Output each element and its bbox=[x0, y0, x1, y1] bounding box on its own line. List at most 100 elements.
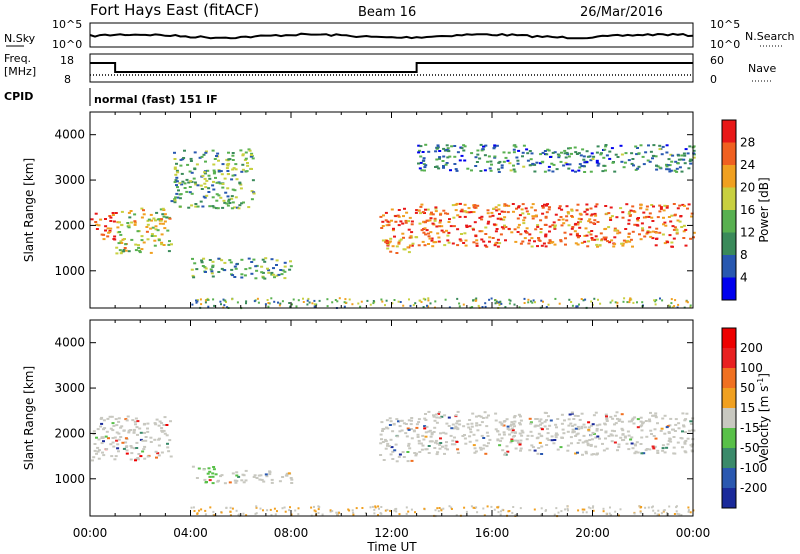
cell-power-2-46 bbox=[205, 179, 209, 182]
cell-velocity-4-447 bbox=[652, 435, 656, 437]
cell-power-6-201 bbox=[608, 150, 612, 153]
cell-power-5-503 bbox=[488, 240, 491, 243]
cell-power-6-198 bbox=[502, 151, 506, 154]
cell-power-5-215 bbox=[593, 212, 597, 215]
cell-power-5-427 bbox=[627, 235, 631, 238]
speckle-power-139 bbox=[266, 299, 269, 301]
cell-velocity-4-297 bbox=[500, 437, 504, 440]
cell-velocity-4-493 bbox=[582, 423, 586, 426]
cell-velocity-4-45 bbox=[432, 431, 436, 433]
cell-power-4-49 bbox=[398, 239, 402, 242]
cell-power-4-64 bbox=[396, 214, 400, 217]
cell-power-5-416 bbox=[433, 217, 437, 220]
cell-power-5-447 bbox=[539, 228, 543, 230]
cell-power-5-122 bbox=[484, 233, 488, 235]
cell-velocity-3-60 bbox=[383, 438, 387, 441]
cell-power-3-18 bbox=[228, 259, 232, 262]
cell-velocity-2-27 bbox=[240, 479, 244, 482]
cell-power-1-80 bbox=[140, 239, 144, 242]
cell-power-6-296 bbox=[424, 143, 428, 146]
speckle-velocity-148 bbox=[335, 511, 338, 514]
cell-power-6-20 bbox=[418, 167, 422, 170]
cell-power-6-187 bbox=[497, 161, 501, 164]
cell-power-5-435 bbox=[615, 216, 619, 219]
speckle-power-72 bbox=[402, 304, 405, 307]
cell-power-2-152 bbox=[178, 182, 182, 185]
cell-power-6-250 bbox=[535, 161, 539, 164]
cell-power-5-37 bbox=[596, 221, 600, 223]
cell-power-6-36 bbox=[668, 164, 672, 167]
cell-power-6-130 bbox=[512, 168, 516, 171]
cell-power-1-60 bbox=[123, 238, 126, 240]
cell-power-2-121 bbox=[176, 186, 179, 189]
cell-velocity-1-1 bbox=[208, 479, 212, 482]
velocity-colorbar-swatch-4 bbox=[722, 408, 736, 429]
cell-power-5-354 bbox=[497, 204, 501, 207]
speckle-velocity-157 bbox=[675, 506, 678, 509]
cell-power-6-175 bbox=[445, 148, 449, 151]
cell-power-1-24 bbox=[134, 249, 138, 252]
cell-power-6-275 bbox=[493, 155, 497, 158]
cell-power-6-149 bbox=[516, 159, 520, 162]
speckle-velocity-154 bbox=[329, 509, 332, 512]
speckle-power-71 bbox=[313, 305, 316, 308]
cell-power-3-32 bbox=[211, 265, 215, 268]
cell-power-6-60 bbox=[567, 155, 571, 158]
cell-power-1-66 bbox=[154, 225, 158, 228]
cell-power-3-80 bbox=[202, 257, 206, 260]
cell-power-5-21 bbox=[567, 224, 571, 227]
cell-velocity-0-141 bbox=[165, 424, 169, 426]
cell-power-5-334 bbox=[531, 217, 535, 220]
cell-velocity-4-436 bbox=[555, 433, 559, 436]
speckle-power-122 bbox=[628, 299, 631, 302]
speckle-power-194 bbox=[336, 300, 339, 303]
cell-power-3-36 bbox=[204, 267, 208, 270]
cell-power-5-498 bbox=[429, 217, 433, 220]
cell-power-5-55 bbox=[658, 204, 662, 207]
speckle-power-115 bbox=[542, 300, 544, 303]
cell-velocity-0-124 bbox=[110, 455, 114, 458]
cell-power-4-41 bbox=[410, 244, 414, 247]
cell-power-5-381 bbox=[628, 240, 632, 243]
cell-power-5-124 bbox=[449, 225, 453, 228]
cell-power-6-223 bbox=[642, 163, 646, 166]
cell-velocity-4-417 bbox=[652, 447, 656, 450]
cell-power-5-260 bbox=[570, 209, 574, 212]
cell-power-5-403 bbox=[428, 219, 432, 222]
cell-power-2-164 bbox=[189, 180, 193, 183]
cell-velocity-4-191 bbox=[443, 414, 447, 417]
cell-velocity-3-69 bbox=[402, 422, 406, 425]
cell-velocity-4-205 bbox=[672, 446, 676, 449]
cell-power-2-193 bbox=[252, 192, 256, 195]
cell-power-1-91 bbox=[160, 243, 164, 246]
speckle-power-200 bbox=[532, 299, 535, 302]
cell-power-5-32 bbox=[500, 210, 504, 213]
cell-velocity-4-504 bbox=[450, 427, 454, 430]
speckle-power-46 bbox=[622, 300, 625, 303]
speckle-velocity-84 bbox=[605, 512, 608, 515]
cell-velocity-3-32 bbox=[400, 419, 404, 422]
cell-power-5-255 bbox=[486, 209, 490, 212]
cell-velocity-4-131 bbox=[611, 417, 615, 420]
speckle-velocity-50 bbox=[566, 508, 569, 510]
cell-power-5-492 bbox=[589, 207, 593, 210]
cell-velocity-4-138 bbox=[511, 429, 515, 432]
cell-power-6-237 bbox=[605, 154, 609, 157]
cell-power-5-24 bbox=[458, 202, 462, 205]
cell-velocity-4-126 bbox=[587, 428, 591, 431]
cell-velocity-0-1 bbox=[144, 439, 148, 442]
cell-velocity-0-134 bbox=[134, 417, 138, 420]
cell-power-1-70 bbox=[118, 249, 122, 252]
cell-power-2-138 bbox=[249, 155, 253, 158]
cell-power-6-204 bbox=[462, 144, 466, 147]
cell-velocity-4-506 bbox=[519, 449, 522, 452]
cell-power-3-64 bbox=[220, 267, 224, 270]
speckle-velocity-71 bbox=[512, 506, 515, 508]
cell-power-6-317 bbox=[526, 159, 530, 162]
power-colorbar-tick-0: 4 bbox=[740, 271, 748, 285]
cell-power-5-78 bbox=[671, 225, 675, 228]
cell-power-6-301 bbox=[497, 168, 501, 171]
cell-power-5-417 bbox=[621, 244, 625, 247]
cell-velocity-4-128 bbox=[508, 433, 512, 436]
power-colorbar-swatch-1 bbox=[722, 142, 736, 166]
